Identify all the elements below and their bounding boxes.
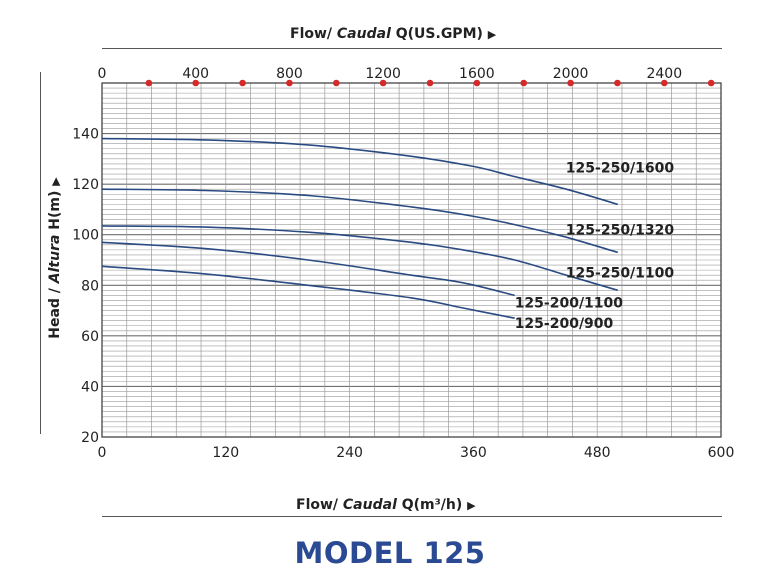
chart-title: MODEL 125 (294, 536, 486, 570)
y-axis-title: Head / Altura H(m) ▶ (47, 177, 63, 339)
x-axis-title: Flow/ Caudal Q(m³/h) ▶ (296, 497, 476, 513)
x-tick-label: 0 (98, 445, 107, 461)
x-tick-label: 360 (460, 445, 487, 461)
arrow-right-icon: ▶ (487, 28, 497, 41)
bottom-rule (102, 516, 722, 517)
gpm-marker (192, 79, 200, 87)
top-axis-markers (145, 79, 715, 87)
top-tick-label: 1200 (365, 66, 401, 82)
grid (101, 82, 722, 438)
y-tick-label: 100 (72, 228, 99, 244)
y-tick-label: 120 (72, 177, 99, 193)
series-line (101, 265, 515, 319)
series-labels: 125-250/1600 125-250/1320 125-250/1100 125-… (515, 160, 675, 332)
x-tick-label: 120 (212, 445, 239, 461)
gpm-marker (426, 79, 434, 87)
gpm-marker (473, 79, 481, 87)
series-label: 125-250/1320 (566, 222, 675, 238)
curves (101, 137, 619, 319)
top-tick-label: 0 (98, 66, 107, 82)
left-rule (40, 72, 41, 434)
gpm-marker (239, 79, 246, 87)
gpm-marker (332, 79, 340, 87)
gpm-marker (145, 79, 153, 87)
gpm-marker (379, 79, 387, 87)
y-tick-label: 20 (81, 430, 99, 446)
x-tick-label: 240 (336, 445, 363, 461)
gpm-marker (567, 79, 574, 87)
series-line (101, 188, 619, 254)
top-tick-label: 2400 (646, 66, 682, 82)
x-tick-label: 600 (708, 445, 735, 461)
top-tick-label: 2000 (553, 66, 589, 82)
gpm-marker (286, 79, 293, 87)
tick-labels: 0 120 240 360 480 600 0 400 800 1200 1600 2000 2400 2… (72, 66, 734, 461)
y-tick-label: 40 (81, 379, 99, 395)
series-label: 125-250/1100 (566, 265, 675, 281)
gpm-marker (520, 79, 528, 87)
series-label: 125-200/900 (515, 316, 614, 332)
arrow-right-icon: ▶ (49, 177, 62, 186)
top-tick-label: 400 (182, 66, 209, 82)
gpm-marker (614, 79, 621, 87)
top-axis-title: Flow/ Caudal Q(US.GPM) ▶ (290, 26, 497, 42)
y-tick-label: 80 (81, 278, 99, 294)
series-label: 125-200/1100 (515, 295, 624, 311)
top-tick-label: 1600 (459, 66, 495, 82)
y-tick-label: 140 (72, 127, 99, 143)
series-label: 125-250/1600 (566, 160, 675, 176)
x-tick-label: 480 (584, 445, 611, 461)
plot-frame (101, 82, 722, 438)
series-line (101, 137, 619, 206)
top-rule (102, 48, 722, 49)
top-tick-label: 800 (276, 66, 303, 82)
series-line (101, 225, 619, 292)
series-line (101, 241, 515, 297)
y-tick-label: 60 (81, 329, 99, 345)
arrow-right-icon: ▶ (467, 499, 476, 512)
gpm-marker (661, 79, 668, 87)
gpm-marker (707, 79, 715, 87)
